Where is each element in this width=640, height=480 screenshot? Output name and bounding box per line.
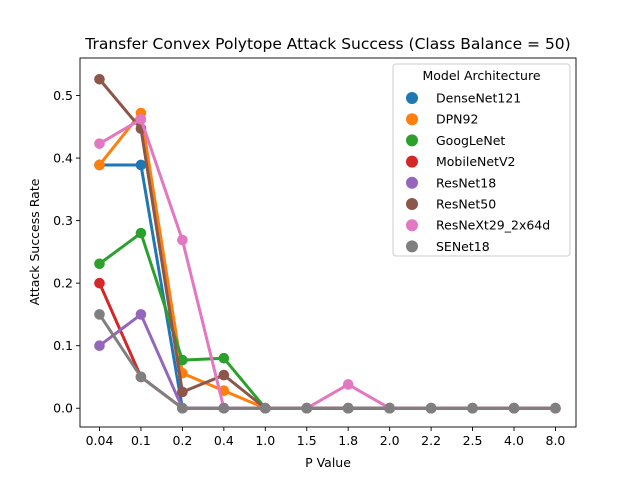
legend-box [392, 63, 571, 257]
y-tick-label: 0.3 [53, 213, 73, 228]
data-point [218, 402, 230, 414]
legend-item: DenseNet121 [406, 91, 521, 106]
legend-label: GoogLeNet [436, 133, 505, 148]
legend-item: DPN92 [406, 112, 478, 127]
legend-marker [406, 155, 418, 168]
y-tick-label: 0.1 [53, 338, 73, 353]
legend-item: ResNeXt29_2x64d [406, 218, 550, 233]
legend-marker [406, 219, 418, 232]
y-tick-label: 0.0 [53, 401, 73, 416]
data-point [218, 369, 230, 381]
data-point [260, 402, 271, 414]
legend-marker [406, 113, 418, 126]
legend-label: ResNet18 [436, 175, 496, 190]
data-point [425, 402, 437, 414]
data-point [94, 309, 105, 320]
axes-layer: 0.04 0.1 0.2 0.4 1.0 1.5 1.8 2.0 2.2 2.5 4.0 8.0 0.0… [53, 57, 577, 448]
x-tick-label: 1.0 [255, 433, 275, 448]
legend-marker [406, 198, 418, 210]
x-tick-label: 0.4 [214, 433, 234, 448]
x-tick-label: 2.0 [380, 433, 400, 448]
legend-item: SENet18 [406, 239, 490, 254]
data-point [342, 402, 354, 414]
data-point [177, 386, 188, 398]
series-line [98, 312, 557, 410]
data-point [467, 402, 478, 414]
data-point [94, 277, 105, 289]
data-point [94, 138, 105, 149]
x-tick-label: 4.0 [504, 433, 524, 448]
data-point [94, 258, 105, 270]
legend-label: ResNet50 [436, 197, 496, 212]
y-axis-title: Attack Success Rate [27, 178, 42, 305]
y-tick-label: 0.2 [53, 276, 73, 291]
data-point [135, 227, 147, 239]
x-tick-label: 0.2 [172, 433, 192, 448]
series-senet18 [94, 309, 561, 414]
legend-title: Model Architecture [422, 68, 540, 83]
x-tick-label: 8.0 [546, 433, 566, 448]
x-tick-label: 2.2 [421, 433, 441, 448]
data-point [177, 354, 188, 366]
data-point [94, 73, 105, 85]
legend-label: MobileNetV2 [436, 154, 515, 169]
legend: Model Architecture DenseNet121 DPN92 GoogLe… [392, 63, 571, 257]
y-tick-label: 0.4 [53, 151, 73, 166]
legend-item: ResNet18 [406, 175, 496, 190]
chart-title: Transfer Convex Polytope Attack Success … [84, 35, 570, 53]
x-tick-label: 2.5 [463, 433, 483, 448]
legend-marker [406, 240, 418, 253]
x-tick-label: 1.5 [297, 433, 317, 448]
y-tick-label: 0.5 [53, 88, 73, 103]
legend-label: DenseNet121 [436, 91, 521, 106]
data-point [135, 309, 147, 320]
plot-frame [79, 57, 577, 428]
data-point [135, 113, 147, 125]
data-point [508, 402, 520, 414]
x-axis-title: P Value [305, 455, 351, 470]
legend-label: ResNeXt29_2x64d [436, 218, 550, 233]
data-point [177, 402, 188, 414]
data-point [135, 371, 147, 383]
x-tick-label: 0.04 [86, 433, 114, 448]
data-point [177, 234, 188, 246]
data-point [342, 379, 354, 390]
legend-item: ResNet50 [406, 197, 496, 212]
legend-label: SENet18 [436, 239, 490, 254]
data-point [384, 402, 395, 414]
data-point [94, 159, 105, 171]
legend-item: MobileNetV2 [406, 154, 515, 169]
legend-label: DPN92 [436, 112, 478, 127]
x-tick-label: 0.1 [131, 433, 151, 448]
legend-marker [406, 134, 418, 147]
legend-marker [406, 92, 418, 104]
legend-marker [406, 176, 418, 189]
data-point [218, 352, 230, 364]
data-point [94, 340, 105, 351]
legend-item: GoogLeNet [406, 133, 505, 148]
x-tick-label: 1.8 [338, 433, 358, 448]
series-layer [94, 73, 561, 414]
data-point [550, 402, 561, 414]
data-point [301, 402, 313, 414]
data-point [135, 159, 147, 171]
